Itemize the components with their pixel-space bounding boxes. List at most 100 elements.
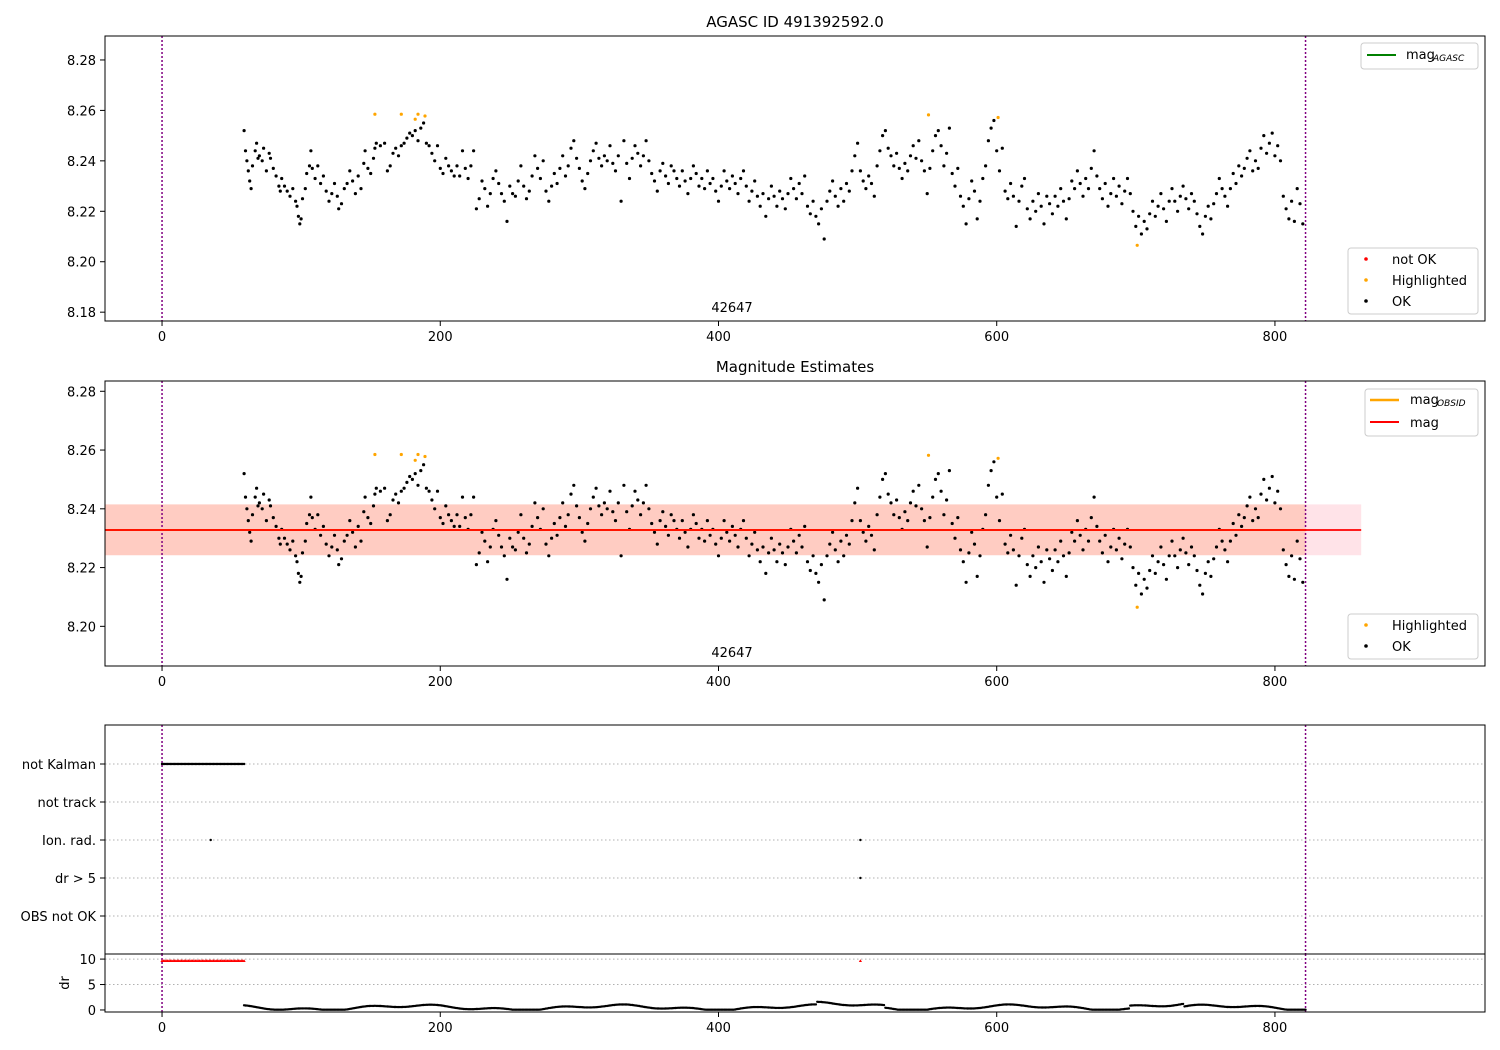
data-point-ok (510, 192, 515, 196)
data-point-ok (1290, 199, 1294, 203)
data-point-ok (869, 181, 874, 186)
data-point-ok (1003, 189, 1007, 193)
data-point-ok (747, 199, 751, 203)
data-point-ok (1092, 495, 1096, 499)
data-point-ok (680, 169, 684, 173)
data-point-ok (931, 495, 935, 499)
data-point-ok (374, 141, 378, 145)
data-point-ok (1184, 197, 1188, 201)
panel-agasc: AGASC ID 491392592.0 8.18 8.20 8.22 8.24 8.2… (67, 13, 1486, 345)
data-point-ok (250, 164, 255, 168)
panel-magnitude-y-ticks: 8.20 8.22 8.24 8.26 8.28 (67, 385, 105, 635)
data-point-ok (850, 519, 854, 523)
data-point-ok (441, 171, 445, 176)
data-point-ok (1042, 580, 1046, 584)
data-point-ok (911, 144, 915, 148)
data-point-ok (1092, 149, 1096, 153)
data-point-ok (1167, 199, 1171, 203)
data-point-ok (488, 192, 492, 196)
data-point-ok (307, 164, 312, 168)
data-point-ok (753, 530, 757, 534)
data-point-ok (319, 181, 323, 186)
data-point-ok (1259, 492, 1263, 496)
data-point-ok (1084, 176, 1088, 181)
data-point-ok (750, 189, 754, 193)
data-point-ok (1162, 207, 1166, 211)
data-point-ok (396, 501, 401, 505)
data-point-ok (1173, 199, 1177, 203)
data-point-ok (1259, 146, 1263, 150)
data-point-ok (917, 139, 921, 143)
data-point-ok (1176, 566, 1180, 570)
data-point-ok (583, 187, 587, 191)
data-point-ok (711, 176, 715, 181)
data-point-ok (441, 521, 445, 526)
data-point-ok (519, 513, 523, 517)
data-point-ok (953, 536, 957, 540)
data-point-ok (1034, 209, 1038, 213)
data-point-highlighted (373, 452, 377, 457)
data-point-ok (1281, 548, 1285, 552)
data-point-ok (644, 483, 648, 487)
data-point-ok (942, 513, 946, 517)
data-point-ok (524, 551, 529, 555)
data-point-ok (1237, 513, 1241, 517)
data-point-ok (630, 504, 634, 508)
x-tick-label: 600 (984, 330, 1009, 345)
panel-agasc-plot-area (161, 36, 1307, 321)
data-point-ok (480, 179, 484, 183)
data-point-ok (1201, 592, 1205, 596)
data-point-ok (309, 495, 313, 499)
data-point-ok (1098, 539, 1102, 543)
data-point-ok (550, 184, 554, 188)
data-point-ok (1209, 574, 1213, 579)
data-point-ok (1109, 545, 1113, 549)
x-tick-label: 800 (1263, 675, 1288, 690)
data-point-ok (1270, 474, 1274, 479)
data-point-ok (591, 149, 595, 153)
data-point-ok (613, 169, 618, 173)
data-point-ok (708, 533, 712, 537)
panel-flags-category-labels: not Kalman not track Ion. rad. dr > 5 OBS no… (21, 758, 105, 925)
data-point-ok (691, 164, 696, 168)
data-point-ok (438, 166, 442, 170)
data-point-ok (1223, 548, 1227, 552)
data-point-ok (413, 472, 417, 476)
data-point-ok (561, 154, 565, 158)
data-point-ok (764, 214, 768, 218)
data-point-ok (953, 184, 957, 188)
data-point-ok (989, 469, 993, 473)
data-point-ok (472, 149, 476, 153)
data-point-ok (1106, 560, 1110, 564)
data-point-ok (970, 179, 974, 183)
data-point-ok (783, 207, 787, 211)
data-point-ok (1009, 533, 1013, 537)
data-point-ok (294, 554, 298, 558)
data-point-ok (808, 568, 812, 573)
data-point-ok (1265, 151, 1269, 155)
panel-magnitude-obsid-label: 42647 (711, 646, 752, 661)
data-point-ok (872, 548, 876, 552)
data-point-ok (780, 551, 785, 555)
legend-marker-ok (1364, 644, 1368, 648)
data-point-ok (378, 489, 382, 493)
data-point-ok (728, 539, 732, 543)
data-point-ok (908, 501, 913, 505)
data-point-ok (1070, 179, 1074, 183)
x-tick-label: 400 (706, 330, 731, 345)
data-point-ok (967, 551, 971, 555)
data-point-ok (342, 539, 346, 543)
data-point-ok (1078, 181, 1082, 186)
data-point-ok (267, 151, 271, 155)
x-tick-label: 0 (158, 330, 166, 345)
data-point-ok (842, 554, 846, 558)
data-point-ok (1031, 199, 1035, 203)
data-point-ok (844, 533, 849, 537)
data-point-ok (1220, 539, 1224, 543)
data-point-ok (1201, 232, 1205, 236)
data-point-ok (794, 551, 799, 555)
data-point-ok (563, 174, 568, 178)
legend-label-highlighted: Highlighted (1392, 274, 1467, 289)
data-point-ok (1075, 519, 1079, 523)
data-point-ok (563, 524, 568, 529)
